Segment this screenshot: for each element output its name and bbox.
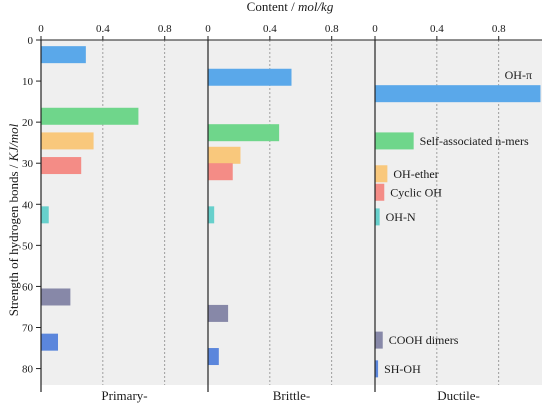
- bar-oh_ether: [208, 146, 241, 164]
- bar-cyclic_oh: [41, 157, 82, 175]
- bar-oh_ether: [375, 165, 388, 183]
- bar-sh_oh: [208, 348, 219, 366]
- bar-oh_n: [208, 206, 215, 224]
- y-tick-label: 40: [22, 199, 34, 211]
- annotation-oh_n: OH-N: [386, 210, 416, 224]
- y-tick-label: 0: [28, 35, 34, 47]
- y-tick-label: 70: [22, 323, 34, 335]
- x-tick-label: 0.4: [430, 23, 444, 35]
- annotation-oh_pi: OH-π: [505, 68, 532, 82]
- bar-self_assoc: [208, 124, 280, 142]
- x-tick-label: 0.4: [96, 23, 110, 35]
- top-axis-title: Content / mol/kg: [247, 0, 334, 14]
- panel-background: [208, 40, 375, 385]
- panel-label: Primary-: [101, 388, 147, 403]
- bar-cooh_dimers: [208, 304, 229, 322]
- annotation-self_assoc: Self-associated n-mers: [420, 134, 529, 148]
- bar-cooh_dimers: [375, 331, 383, 349]
- x-tick-label: 0.8: [158, 23, 172, 35]
- bar-cyclic_oh: [208, 163, 233, 181]
- x-tick-label: 0: [205, 23, 211, 35]
- annotation-cyclic_oh: Cyclic OH: [390, 185, 442, 199]
- annotation-cooh_dimers: COOH dimers: [389, 333, 459, 347]
- y-axis-title: Strength of hydrogen bonds / KJ/mol: [6, 123, 21, 316]
- y-tick-label: 80: [22, 364, 34, 376]
- x-tick-label: 0.4: [263, 23, 277, 35]
- bar-oh_pi: [41, 46, 86, 64]
- x-tick-label: 0: [38, 23, 44, 35]
- bar-oh_n: [375, 208, 380, 226]
- panel-label: Ductile-: [437, 388, 480, 403]
- annotation-sh_oh: SH-OH: [384, 362, 421, 376]
- bar-self_assoc: [41, 107, 139, 125]
- bar-cyclic_oh: [375, 183, 385, 201]
- panel-label: Brittle-: [273, 388, 311, 403]
- bar-oh_pi: [375, 85, 541, 103]
- bar-oh_n: [41, 206, 49, 224]
- annotation-oh_ether: OH-ether: [393, 167, 438, 181]
- bar-self_assoc: [375, 132, 414, 150]
- bar-oh_pi: [208, 68, 292, 86]
- bar-oh_ether: [41, 132, 94, 150]
- y-tick-label: 20: [22, 117, 34, 129]
- panel-background: [41, 40, 208, 385]
- x-tick-label: 0.8: [492, 23, 506, 35]
- y-tick-label: 60: [22, 281, 34, 293]
- bar-sh_oh: [41, 333, 59, 351]
- x-tick-label: 0.8: [325, 23, 339, 35]
- y-tick-label: 50: [22, 240, 34, 252]
- y-tick-label: 30: [22, 158, 34, 170]
- bar-cooh_dimers: [41, 288, 71, 306]
- x-tick-label: 0: [372, 23, 378, 35]
- plot-layer: 0 0.4 0.8 Primary- 0 0.4 0.8 Brittle- 0 0.4 0.8 Duc…: [22, 23, 542, 403]
- y-tick-label: 10: [22, 76, 34, 88]
- bar-sh_oh: [375, 360, 379, 378]
